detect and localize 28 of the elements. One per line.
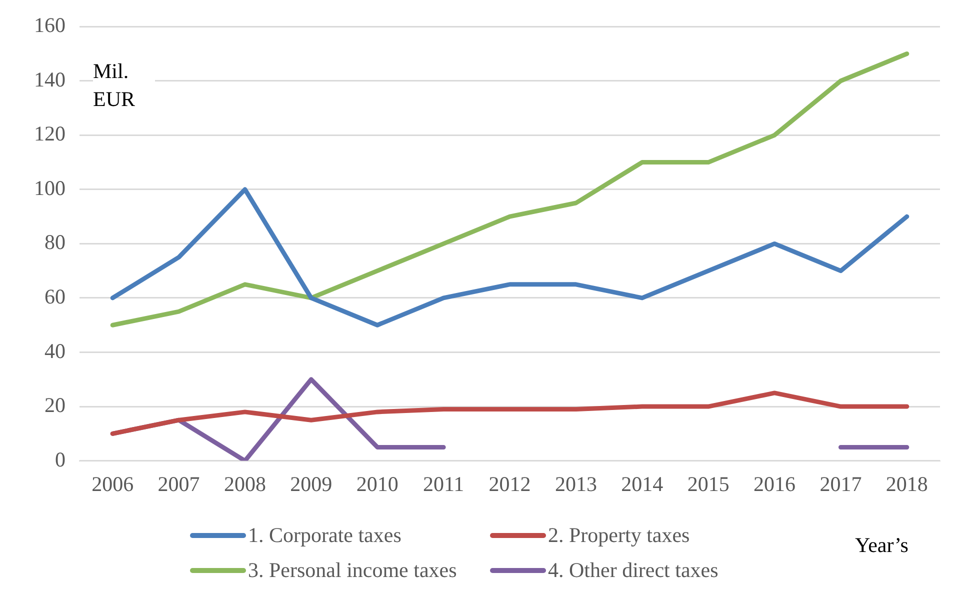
x-axis-title: Year’s [855,533,908,558]
legend-label: 3. Personal income taxes [248,558,457,583]
x-tick-label: 2014 [621,472,664,496]
y-tick-label: 40 [44,338,66,363]
x-tick-label: 2010 [356,472,398,496]
y-tick-label: 120 [34,122,66,146]
legend-label: 2. Property taxes [548,523,690,548]
y-tick-label: 20 [44,393,66,418]
y-tick-label: 0 [55,447,66,472]
x-tick-label: 2018 [886,472,928,496]
legend-label: 4. Other direct taxes [548,558,718,583]
x-tick-label: 2009 [290,472,332,496]
x-tick-label: 2017 [820,472,862,496]
y-tick-label: 160 [34,13,66,38]
y-tick-label: 140 [34,67,66,92]
y-axis-title: Mil. EUR [93,57,155,113]
y-tick-label: 60 [44,284,66,308]
x-tick-label: 2008 [224,472,266,496]
x-tick-label: 2013 [554,472,597,496]
x-tick-label: 2016 [754,472,796,496]
x-tick-label: 2012 [488,472,531,496]
x-tick-label: 2007 [158,472,200,496]
legend-label: 1. Corporate taxes [248,523,402,548]
y-tick-label: 80 [44,230,66,254]
x-tick-label: 2011 [422,472,464,496]
x-tick-label: 2015 [687,472,730,496]
y-tick-label: 100 [34,176,66,200]
x-tick-label: 2006 [92,472,134,496]
